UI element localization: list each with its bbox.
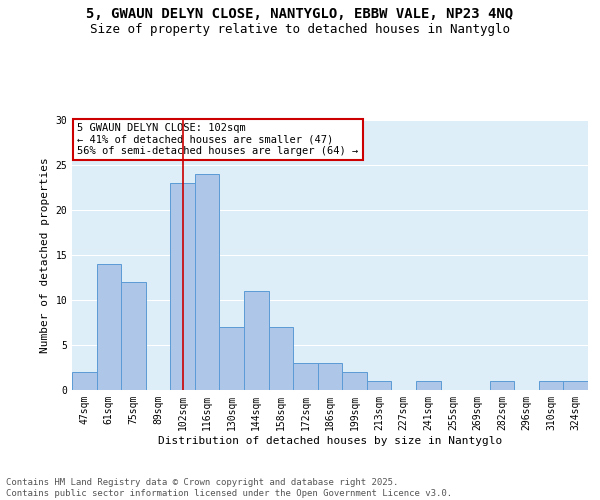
Bar xyxy=(563,381,588,390)
Text: 5, GWAUN DELYN CLOSE, NANTYGLO, EBBW VALE, NP23 4NQ: 5, GWAUN DELYN CLOSE, NANTYGLO, EBBW VAL… xyxy=(86,8,514,22)
Bar xyxy=(416,381,440,390)
Bar xyxy=(269,327,293,390)
Bar xyxy=(244,291,269,390)
Text: Contains HM Land Registry data © Crown copyright and database right 2025.
Contai: Contains HM Land Registry data © Crown c… xyxy=(6,478,452,498)
Y-axis label: Number of detached properties: Number of detached properties xyxy=(40,157,50,353)
Bar xyxy=(490,381,514,390)
Bar xyxy=(342,372,367,390)
Bar xyxy=(539,381,563,390)
Bar xyxy=(293,363,318,390)
Text: Size of property relative to detached houses in Nantyglo: Size of property relative to detached ho… xyxy=(90,22,510,36)
X-axis label: Distribution of detached houses by size in Nantyglo: Distribution of detached houses by size … xyxy=(158,436,502,446)
Text: 5 GWAUN DELYN CLOSE: 102sqm
← 41% of detached houses are smaller (47)
56% of sem: 5 GWAUN DELYN CLOSE: 102sqm ← 41% of det… xyxy=(77,122,358,156)
Bar xyxy=(220,327,244,390)
Bar xyxy=(318,363,342,390)
Bar xyxy=(367,381,391,390)
Bar xyxy=(97,264,121,390)
Bar xyxy=(195,174,220,390)
Bar xyxy=(121,282,146,390)
Bar xyxy=(170,183,195,390)
Bar xyxy=(72,372,97,390)
